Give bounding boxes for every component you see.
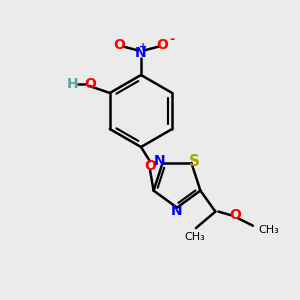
Text: N: N xyxy=(154,154,165,168)
Text: H: H xyxy=(67,77,79,91)
Text: N: N xyxy=(135,46,147,60)
Text: O: O xyxy=(157,38,169,52)
Text: O: O xyxy=(84,77,96,91)
Text: -: - xyxy=(169,33,175,46)
Text: CH₃: CH₃ xyxy=(184,232,205,242)
Text: S: S xyxy=(189,154,200,169)
Text: O: O xyxy=(113,38,125,52)
Text: O: O xyxy=(229,208,241,222)
Text: +: + xyxy=(139,42,148,52)
Text: N: N xyxy=(171,204,183,218)
Text: CH₃: CH₃ xyxy=(258,225,279,235)
Text: O: O xyxy=(144,159,156,172)
